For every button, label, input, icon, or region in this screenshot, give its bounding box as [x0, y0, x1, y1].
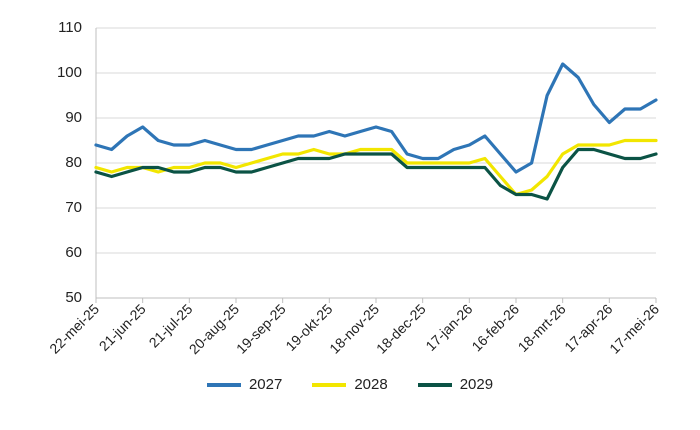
x-axis-ticks: 22-mei-2521-jun-2521-jul-2520-aug-2519-s…	[46, 298, 662, 357]
series-line-2029	[94, 147, 658, 201]
legend-item-2028: 2028	[312, 376, 388, 393]
series-line-2028	[94, 138, 658, 197]
legend-item-2027: 2027	[206, 376, 283, 393]
x-tick-label: 18-mrt-26	[515, 301, 569, 355]
x-tick-label: 17-mei-26	[606, 301, 662, 357]
legend-swatch	[312, 382, 347, 387]
y-tick-label: 100	[57, 64, 82, 81]
series-line-2027	[94, 62, 658, 174]
y-tick-label: 90	[65, 109, 82, 126]
x-tick-label: 21-jun-25	[96, 301, 149, 354]
gridlines	[95, 27, 656, 299]
y-tick-label: 70	[65, 199, 82, 216]
legend-label: 2029	[459, 376, 494, 393]
legend-item-2029: 2029	[417, 376, 494, 393]
x-tick-label: 17-jan-26	[422, 301, 475, 354]
y-tick-label: 50	[65, 289, 82, 306]
x-tick-label: 18-dec-25	[373, 301, 429, 357]
chart-legend: 2027 2028 2029	[0, 376, 700, 393]
x-tick-label: 16-feb-26	[468, 301, 522, 355]
y-tick-label: 110	[58, 19, 82, 36]
legend-swatch	[417, 382, 452, 387]
x-tick-label: 20-aug-25	[186, 301, 243, 358]
legend-label: 2028	[354, 376, 388, 393]
y-tick-label: 80	[65, 154, 82, 171]
x-tick-label: 18-nov-25	[326, 301, 382, 357]
y-axis-ticks: 50 60 70 80 90 100 110	[57, 19, 82, 306]
y-tick-label: 60	[65, 244, 82, 261]
legend-label: 2027	[248, 376, 283, 393]
series-lines	[94, 62, 658, 201]
x-tick-label: 22-mei-25	[46, 301, 102, 357]
legend-swatch	[206, 382, 241, 387]
x-tick-label: 19-sep-25	[233, 301, 289, 357]
